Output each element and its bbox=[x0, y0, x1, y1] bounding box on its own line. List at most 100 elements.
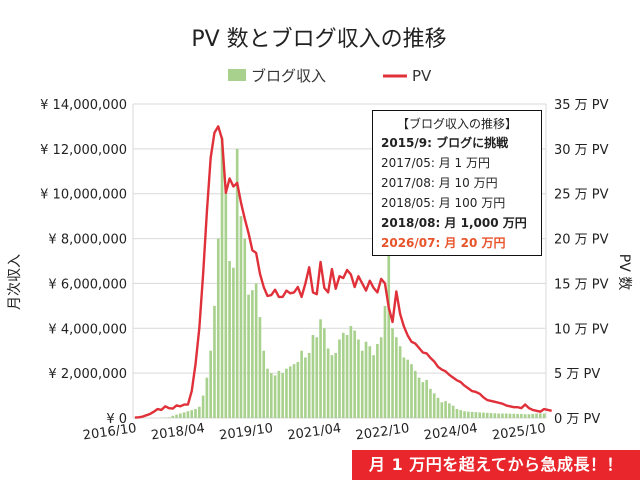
income-bar bbox=[395, 337, 398, 418]
income-bar bbox=[273, 375, 277, 418]
income-bar bbox=[171, 415, 175, 418]
left-tick-label: ¥ 4,000,000 bbox=[48, 322, 127, 337]
right-tick-label: 15 万 PV bbox=[554, 277, 609, 292]
info-box-lines: 2015/9: ブログに挑戦 2017/05: 月 1 万円 2017/08: 月 … bbox=[381, 133, 533, 253]
income-bar bbox=[269, 373, 273, 418]
income-bar bbox=[429, 388, 432, 418]
income-bar bbox=[417, 377, 421, 418]
income-bar bbox=[387, 247, 391, 418]
x-tick-label: 2016/10 bbox=[82, 421, 138, 443]
income-bar bbox=[345, 335, 349, 418]
income-bar bbox=[432, 393, 436, 418]
income-bar bbox=[542, 413, 546, 418]
info-line: 2018/05: 月 100 万円 bbox=[381, 196, 506, 210]
income-bar bbox=[538, 413, 542, 418]
income-bar bbox=[341, 332, 345, 418]
income-bar bbox=[376, 343, 379, 418]
income-bar bbox=[493, 413, 497, 418]
x-axis-ticks: 2016/10 2018/04 2019/10 2021/04 2022/10 2024/… bbox=[82, 421, 547, 443]
income-bar bbox=[421, 382, 425, 418]
info-line: 2026/07: 月 20 万円 bbox=[381, 236, 506, 250]
banner: 月 1 万円を超えてから急成長！！ bbox=[352, 450, 640, 480]
income-bar bbox=[508, 413, 512, 418]
income-bar bbox=[281, 373, 284, 418]
income-bar bbox=[402, 357, 406, 418]
info-box: 【ブログ収入の推移】 2015/9: ブログに挑戦 2017/05: 月 1 万円… bbox=[372, 110, 542, 256]
left-tick-label: ¥ 6,000,000 bbox=[48, 277, 127, 292]
x-tick-label: 2025/10 bbox=[491, 421, 547, 443]
income-bar bbox=[209, 350, 212, 418]
info-box-header: 【ブログ収入の推移】 bbox=[396, 117, 517, 131]
income-bar bbox=[497, 413, 500, 418]
income-bar bbox=[213, 305, 216, 418]
income-bar bbox=[175, 414, 178, 418]
income-bar bbox=[413, 370, 417, 418]
income-bar bbox=[459, 410, 463, 418]
right-axis-ticks: 0 万 PV 5 万 PV 10 万 PV 15 万 PV 20 万 PV 25 万 PV… bbox=[554, 98, 609, 427]
income-bar bbox=[224, 189, 228, 418]
chart-title: PV 数とブログ収入の推移 bbox=[191, 27, 446, 52]
income-bar bbox=[467, 411, 470, 418]
info-line: 2017/08: 月 10 万円 bbox=[381, 176, 498, 190]
income-bar bbox=[201, 395, 205, 418]
legend: ブログ収入 PV bbox=[228, 67, 432, 85]
income-bar bbox=[338, 339, 341, 418]
income-bar bbox=[391, 328, 394, 418]
income-bar bbox=[516, 413, 519, 418]
income-bar bbox=[448, 403, 451, 418]
income-bar bbox=[410, 364, 413, 418]
right-axis-title: PV 数 bbox=[616, 254, 632, 290]
income-bar bbox=[504, 413, 508, 418]
income-bar bbox=[304, 357, 307, 418]
income-bar bbox=[455, 409, 459, 418]
right-tick-label: 10 万 PV bbox=[554, 322, 609, 337]
income-bar bbox=[296, 361, 300, 418]
income-bar bbox=[489, 413, 493, 418]
left-tick-label: ¥ 10,000,000 bbox=[40, 188, 127, 203]
income-bar bbox=[277, 370, 281, 418]
income-bar bbox=[379, 337, 383, 418]
income-bar bbox=[357, 339, 360, 418]
income-bar bbox=[368, 346, 372, 418]
income-bar bbox=[360, 350, 364, 418]
info-line: 2018/08: 月 1,000 万円 bbox=[381, 216, 527, 230]
income-bar bbox=[520, 413, 523, 418]
income-bar bbox=[315, 337, 319, 418]
income-bar bbox=[266, 368, 269, 418]
income-bar bbox=[182, 412, 186, 418]
info-line: 2015/9: ブログに挑戦 bbox=[381, 136, 509, 150]
income-bar bbox=[307, 352, 311, 418]
income-bar bbox=[444, 401, 447, 418]
income-bar bbox=[451, 405, 455, 418]
left-tick-label: ¥ 2,000,000 bbox=[48, 367, 127, 382]
legend-bar-label: ブログ収入 bbox=[251, 67, 326, 85]
right-tick-label: 0 万 PV bbox=[554, 412, 600, 427]
right-tick-label: 20 万 PV bbox=[554, 233, 609, 248]
income-bar bbox=[440, 402, 444, 418]
income-bar bbox=[474, 412, 478, 418]
info-line: 2017/05: 月 1 万円 bbox=[381, 156, 490, 170]
income-bar bbox=[353, 330, 356, 418]
income-bar bbox=[220, 137, 224, 418]
income-bar bbox=[205, 377, 209, 418]
income-bar bbox=[216, 238, 220, 418]
income-bar bbox=[485, 412, 489, 418]
income-bar bbox=[186, 411, 190, 418]
income-bar bbox=[319, 319, 322, 418]
legend-line-label: PV bbox=[412, 67, 432, 85]
left-tick-label: ¥ 12,000,000 bbox=[40, 143, 127, 158]
income-bar bbox=[535, 413, 538, 418]
income-bar bbox=[512, 413, 516, 418]
income-bar bbox=[251, 290, 254, 418]
income-bar bbox=[228, 261, 231, 418]
income-bar bbox=[323, 328, 326, 418]
income-bar bbox=[167, 417, 171, 418]
income-bar bbox=[436, 397, 440, 418]
right-tick-label: 35 万 PV bbox=[554, 98, 609, 113]
income-bar bbox=[235, 148, 239, 419]
income-bar bbox=[330, 355, 334, 418]
legend-bar-swatch bbox=[228, 69, 246, 81]
bar-series bbox=[160, 137, 546, 419]
income-bar bbox=[478, 412, 482, 418]
income-bar bbox=[285, 368, 288, 418]
